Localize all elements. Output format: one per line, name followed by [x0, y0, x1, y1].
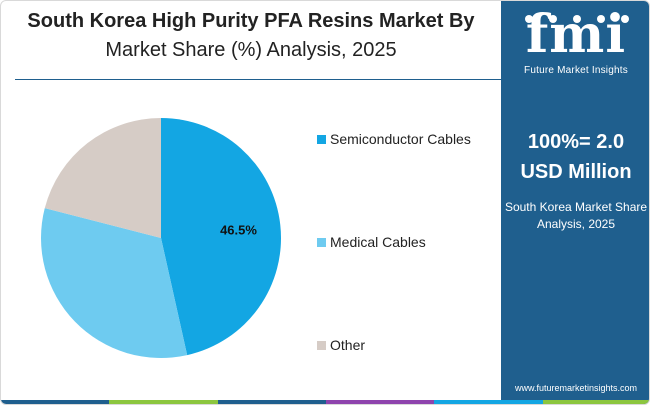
bottom-bar-segment	[434, 400, 543, 404]
legend-swatch	[317, 237, 326, 247]
bottom-bar-segment	[1, 400, 110, 404]
website-url: www.futuremarketinsights.com	[514, 383, 638, 393]
legend-label: Semiconductor Cables	[330, 131, 471, 147]
logo-text: Future Market Insights	[524, 65, 628, 76]
sidebar-panel: fmi Future Market Insights 100%= 2.0 USD…	[501, 1, 649, 404]
pie-chart: 46.5%	[41, 118, 282, 358]
bottom-bar-segment	[325, 400, 435, 404]
pie-slice-medical-cables	[41, 208, 188, 358]
legend-item-medical-cables: Medical Cables	[317, 234, 426, 250]
sidebar-subtitle-line2: Analysis, 2025	[536, 217, 616, 231]
pie-slice-semiconductor-cables	[161, 118, 282, 356]
fmi-logo: fmi Future Market Insights	[501, 9, 649, 76]
data-label-semiconductor-cables: 46.5%	[220, 222, 257, 237]
legend-swatch	[317, 134, 326, 144]
logo-dots-icon	[525, 15, 629, 23]
title-divider	[15, 79, 501, 80]
chart-title-line1: South Korea High Purity PFA Resins Marke…	[27, 10, 475, 32]
bottom-bar-segment	[217, 400, 326, 404]
total-unit: USD Million	[520, 161, 632, 183]
legend-label: Other	[330, 337, 366, 353]
legend-item-other: Other	[317, 337, 365, 353]
legend-swatch	[317, 340, 326, 350]
pie-slice-other	[44, 118, 161, 238]
bottom-bar-segment	[109, 400, 218, 404]
total-value: 100%= 2.0	[527, 131, 625, 153]
bottom-color-bar	[1, 400, 649, 404]
legend-label: Medical Cables	[330, 234, 426, 250]
bottom-bar-segment	[542, 400, 649, 404]
chart-title-line2: Market Share (%) Analysis, 2025	[105, 39, 397, 61]
total-market-size: 100%= 2.0 USD Million	[501, 127, 649, 187]
legend-item-semiconductor-cables: Semiconductor Cables	[317, 131, 471, 147]
sidebar-subtitle: South Korea Market Share Analysis, 2025	[501, 199, 649, 233]
chart-title: South Korea High Purity PFA Resins Marke…	[1, 7, 501, 65]
sidebar-subtitle-line1: South Korea Market Share	[504, 200, 648, 214]
